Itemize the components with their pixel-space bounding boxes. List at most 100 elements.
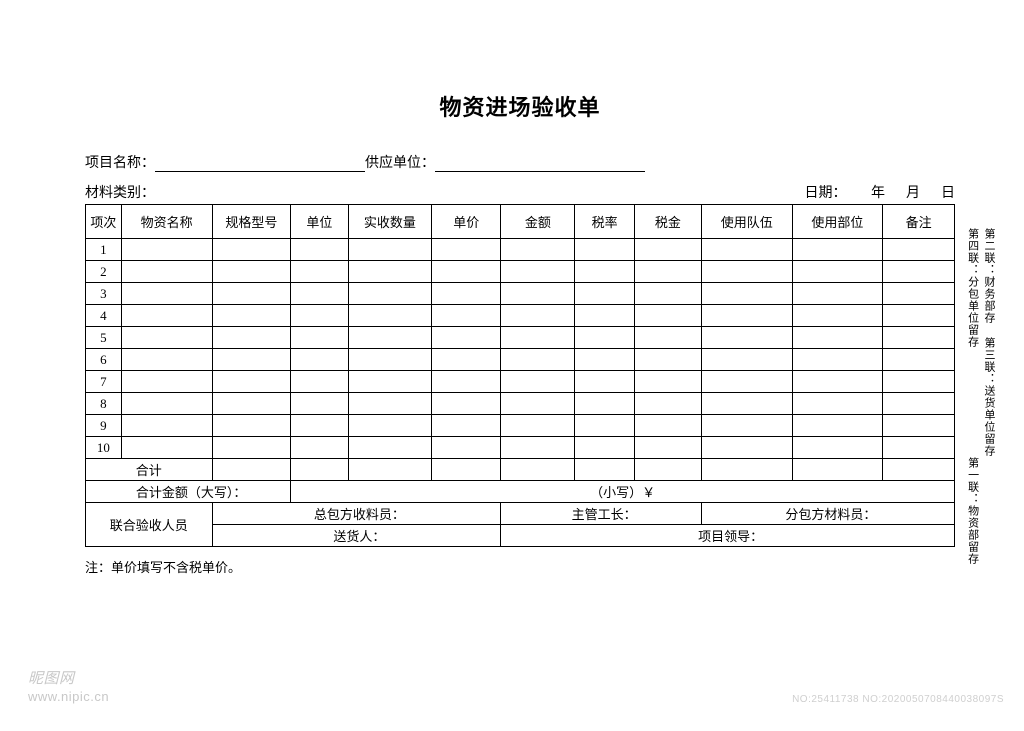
table-cell[interactable]: [291, 371, 348, 393]
table-cell[interactable]: [212, 327, 291, 349]
table-cell[interactable]: [432, 371, 501, 393]
table-cell[interactable]: [501, 393, 575, 415]
table-cell[interactable]: [701, 283, 792, 305]
table-cell[interactable]: [212, 393, 291, 415]
table-cell[interactable]: [701, 393, 792, 415]
table-cell[interactable]: [348, 327, 432, 349]
table-cell[interactable]: [212, 437, 291, 459]
table-cell[interactable]: [432, 415, 501, 437]
sum-cell[interactable]: [291, 459, 348, 481]
table-cell[interactable]: [575, 283, 635, 305]
table-cell[interactable]: [575, 437, 635, 459]
table-cell[interactable]: [212, 239, 291, 261]
table-cell[interactable]: [348, 415, 432, 437]
table-cell[interactable]: [575, 305, 635, 327]
table-cell[interactable]: [501, 283, 575, 305]
table-cell[interactable]: [348, 305, 432, 327]
small-amount-cell[interactable]: （小写）￥: [291, 481, 955, 503]
table-cell[interactable]: [883, 261, 955, 283]
table-cell[interactable]: [348, 393, 432, 415]
sum-cell[interactable]: [792, 459, 883, 481]
table-cell[interactable]: [701, 261, 792, 283]
table-cell[interactable]: [701, 239, 792, 261]
table-cell[interactable]: [291, 305, 348, 327]
table-cell[interactable]: [291, 239, 348, 261]
table-cell[interactable]: [792, 393, 883, 415]
sub-material-cell[interactable]: 分包方材料员：: [701, 503, 954, 525]
table-cell[interactable]: [348, 283, 432, 305]
table-cell[interactable]: [635, 305, 702, 327]
sum-cell[interactable]: [501, 459, 575, 481]
table-cell[interactable]: [883, 393, 955, 415]
table-cell[interactable]: [701, 437, 792, 459]
table-cell[interactable]: [291, 327, 348, 349]
table-cell[interactable]: [883, 283, 955, 305]
table-cell[interactable]: [883, 305, 955, 327]
table-cell[interactable]: [635, 239, 702, 261]
table-cell[interactable]: [121, 261, 212, 283]
deliverer-cell[interactable]: 送货人：: [212, 525, 501, 547]
table-cell[interactable]: [883, 415, 955, 437]
table-cell[interactable]: [291, 437, 348, 459]
supplier-field[interactable]: [435, 156, 645, 172]
table-cell[interactable]: [792, 371, 883, 393]
table-cell[interactable]: [635, 261, 702, 283]
table-cell[interactable]: [291, 393, 348, 415]
foreman-cell[interactable]: 主管工长：: [501, 503, 702, 525]
table-cell[interactable]: [883, 371, 955, 393]
table-cell[interactable]: [501, 371, 575, 393]
table-cell[interactable]: [291, 283, 348, 305]
table-cell[interactable]: [348, 261, 432, 283]
table-cell[interactable]: [883, 239, 955, 261]
table-cell[interactable]: [501, 415, 575, 437]
table-cell[interactable]: [575, 371, 635, 393]
table-cell[interactable]: [635, 393, 702, 415]
table-cell[interactable]: [635, 415, 702, 437]
table-cell[interactable]: [348, 437, 432, 459]
table-cell[interactable]: [121, 393, 212, 415]
sum-cell[interactable]: [212, 459, 291, 481]
table-cell[interactable]: [501, 437, 575, 459]
table-cell[interactable]: [701, 371, 792, 393]
table-cell[interactable]: [792, 283, 883, 305]
table-cell[interactable]: [575, 261, 635, 283]
table-cell[interactable]: [635, 283, 702, 305]
table-cell[interactable]: [121, 415, 212, 437]
table-cell[interactable]: [212, 261, 291, 283]
table-cell[interactable]: [348, 349, 432, 371]
sum-cell[interactable]: [701, 459, 792, 481]
table-cell[interactable]: [792, 437, 883, 459]
table-cell[interactable]: [501, 327, 575, 349]
table-cell[interactable]: [575, 327, 635, 349]
table-cell[interactable]: [575, 415, 635, 437]
table-cell[interactable]: [575, 239, 635, 261]
table-cell[interactable]: [121, 349, 212, 371]
table-cell[interactable]: [212, 371, 291, 393]
table-cell[interactable]: [635, 437, 702, 459]
table-cell[interactable]: [792, 415, 883, 437]
table-cell[interactable]: [701, 327, 792, 349]
table-cell[interactable]: [701, 415, 792, 437]
table-cell[interactable]: [883, 327, 955, 349]
table-cell[interactable]: [635, 371, 702, 393]
sum-cell[interactable]: [575, 459, 635, 481]
table-cell[interactable]: [432, 239, 501, 261]
table-cell[interactable]: [291, 349, 348, 371]
table-cell[interactable]: [121, 305, 212, 327]
table-cell[interactable]: [121, 283, 212, 305]
table-cell[interactable]: [121, 437, 212, 459]
table-cell[interactable]: [432, 393, 501, 415]
table-cell[interactable]: [792, 327, 883, 349]
project-field[interactable]: [155, 156, 365, 172]
table-cell[interactable]: [501, 305, 575, 327]
table-cell[interactable]: [432, 261, 501, 283]
table-cell[interactable]: [792, 239, 883, 261]
table-cell[interactable]: [291, 415, 348, 437]
table-cell[interactable]: [348, 239, 432, 261]
table-cell[interactable]: [635, 349, 702, 371]
table-cell[interactable]: [212, 415, 291, 437]
table-cell[interactable]: [432, 305, 501, 327]
table-cell[interactable]: [501, 261, 575, 283]
table-cell[interactable]: [501, 349, 575, 371]
table-cell[interactable]: [792, 305, 883, 327]
